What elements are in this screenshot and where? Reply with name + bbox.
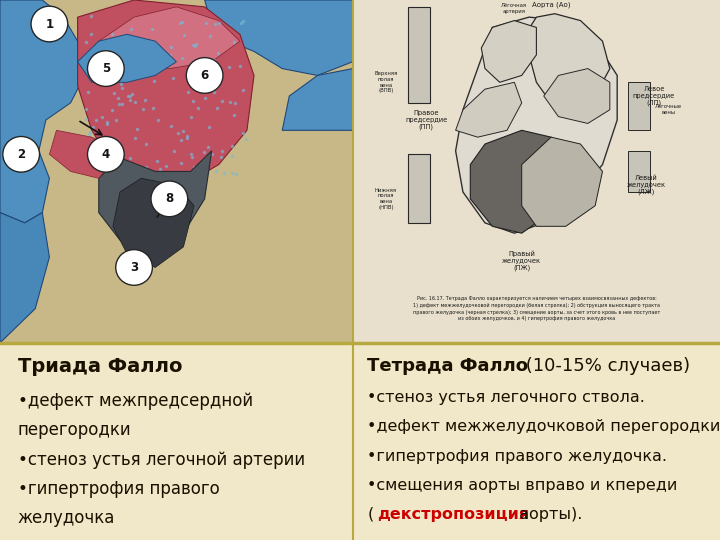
Bar <box>628 151 650 192</box>
Polygon shape <box>99 7 240 69</box>
Circle shape <box>3 137 40 172</box>
Text: Триада Фалло: Триада Фалло <box>17 357 182 376</box>
Circle shape <box>88 137 124 172</box>
Text: 1: 1 <box>45 17 53 30</box>
Text: 5: 5 <box>102 62 110 75</box>
Text: Рис. 16.17. Тетрада Фалло характеризуется наличием четырех взаимосвязанных дефек: Рис. 16.17. Тетрада Фалло характеризуетс… <box>413 296 660 321</box>
Text: •стеноз устья легочной артерии: •стеноз устья легочной артерии <box>17 450 305 469</box>
Circle shape <box>88 51 124 86</box>
Circle shape <box>116 249 153 285</box>
Text: Лёгочная
артерия: Лёгочная артерия <box>501 3 528 14</box>
Text: Аорта (Ао): Аорта (Ао) <box>532 2 570 9</box>
Text: Тетрада Фалло: Тетрада Фалло <box>367 357 528 375</box>
Polygon shape <box>78 34 176 82</box>
Polygon shape <box>456 82 522 137</box>
Polygon shape <box>456 17 617 233</box>
Text: •гипертрофия правого желудочка.: •гипертрофия правого желудочка. <box>367 449 667 463</box>
Polygon shape <box>0 213 50 343</box>
Text: Правое
предсердие
(ПП): Правое предсердие (ПП) <box>405 110 447 130</box>
Text: •стеноз устья легочного ствола.: •стеноз устья легочного ствола. <box>367 390 645 405</box>
Text: Левый
желудочек
(ЛЖ): Левый желудочек (ЛЖ) <box>627 175 666 195</box>
Text: 8: 8 <box>165 192 174 205</box>
Text: •смещения аорты вправо и кпереди: •смещения аорты вправо и кпереди <box>367 478 678 492</box>
Polygon shape <box>522 137 603 226</box>
Text: желудочка: желудочка <box>17 509 115 527</box>
Text: Правый
желудочек
(ПЖ): Правый желудочек (ПЖ) <box>503 250 541 271</box>
Bar <box>628 82 650 130</box>
Text: Верхняя
полая
вена
(ВПВ): Верхняя полая вена (ВПВ) <box>374 71 397 93</box>
Text: •дефект межпредсердной: •дефект межпредсердной <box>17 392 253 410</box>
Text: •гипертрофия правого: •гипертрофия правого <box>17 480 220 498</box>
Text: Лёгочные
вены: Лёгочные вены <box>655 104 682 115</box>
Text: перегородки: перегородки <box>17 421 131 440</box>
Polygon shape <box>204 0 353 76</box>
Polygon shape <box>526 14 610 110</box>
Text: (: ( <box>367 507 374 522</box>
Polygon shape <box>544 69 610 124</box>
Text: аорты).: аорты). <box>514 507 582 522</box>
Text: 4: 4 <box>102 148 110 161</box>
Text: •дефект межжелудочковой перегородки.: •дефект межжелудочковой перегородки. <box>367 420 720 434</box>
Text: 6: 6 <box>200 69 209 82</box>
Polygon shape <box>78 0 254 185</box>
Polygon shape <box>50 130 120 178</box>
Polygon shape <box>0 0 85 223</box>
Text: 2: 2 <box>17 148 25 161</box>
Text: Левое
предсердие
(ЛП): Левое предсердие (ЛП) <box>633 86 675 106</box>
Text: декстропозиция: декстропозиция <box>377 507 528 522</box>
Text: 3: 3 <box>130 261 138 274</box>
Polygon shape <box>470 130 566 233</box>
Circle shape <box>151 181 188 217</box>
Polygon shape <box>113 178 194 267</box>
Circle shape <box>31 6 68 42</box>
Polygon shape <box>282 69 353 130</box>
Text: (10-15% случаев): (10-15% случаев) <box>520 357 690 375</box>
Polygon shape <box>99 151 212 254</box>
Circle shape <box>186 58 223 93</box>
Bar <box>408 154 430 223</box>
Polygon shape <box>481 21 536 82</box>
Bar <box>408 7 430 103</box>
Text: Нижняя
полая
вена
(НПВ): Нижняя полая вена (НПВ) <box>375 188 397 210</box>
